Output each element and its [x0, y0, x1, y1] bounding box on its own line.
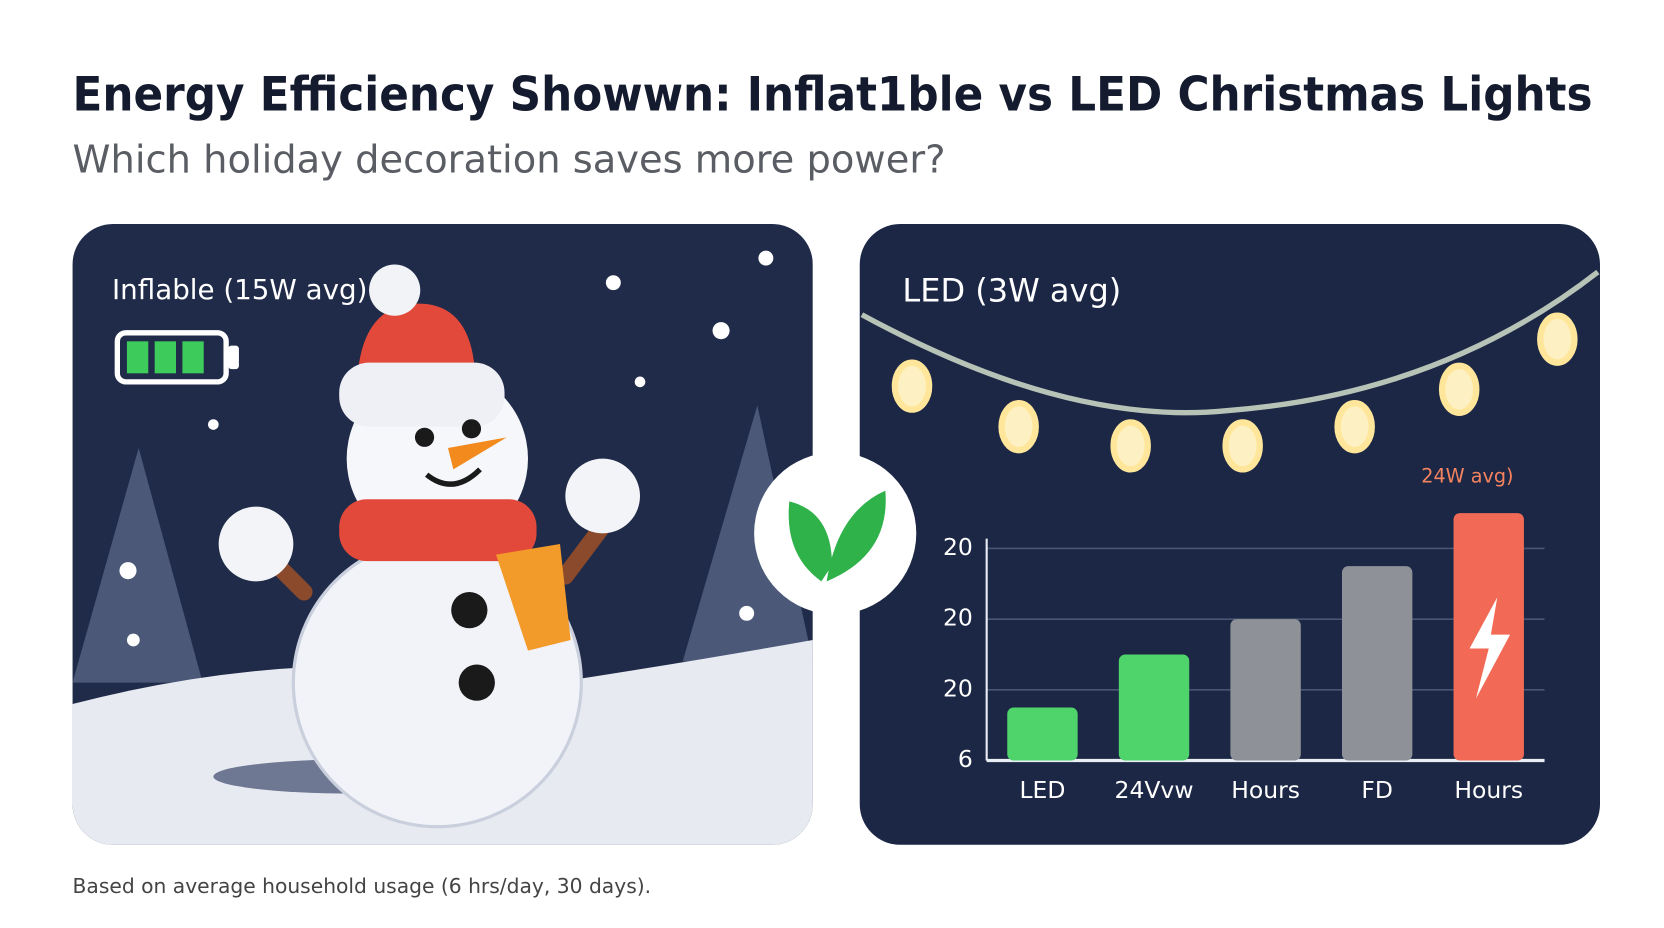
battery — [114, 330, 229, 385]
battery-tip — [228, 345, 239, 370]
y-tick-label: 6 — [958, 745, 973, 773]
panel-label: LED (3W avg) — [902, 271, 1121, 309]
y-tick-label: 20 — [943, 604, 973, 632]
smile — [425, 467, 482, 487]
hat — [357, 303, 475, 379]
x-tick-label: Hours — [1454, 776, 1523, 804]
x-tick-label: 24Vvw — [1115, 776, 1194, 804]
scarf — [339, 499, 537, 562]
bar — [1230, 619, 1301, 761]
leaf-badge — [754, 452, 917, 615]
bulbs — [891, 312, 1578, 473]
bar-chart: 6 20 20 20 LED 24Vvw Hours FD Hours 24W avg) — [943, 464, 1545, 804]
button — [451, 592, 488, 629]
light-string — [860, 269, 1600, 416]
lightning-icon — [1469, 597, 1511, 699]
y-tick-label: 20 — [943, 674, 973, 702]
x-tick-label: FD — [1361, 776, 1393, 804]
mitten — [565, 458, 640, 534]
inflatable-panel: Inflable (15W avg) — [72, 224, 813, 845]
x-tick-label: Hours — [1231, 776, 1300, 804]
panel-label: Inflable (15W avg) — [112, 273, 367, 306]
bar — [1007, 707, 1078, 761]
button — [458, 664, 495, 701]
y-tick-label: 20 — [943, 533, 973, 561]
x-tick-label: LED — [1019, 776, 1065, 804]
scarf-end — [496, 544, 571, 651]
bar — [1118, 654, 1190, 761]
leaf-icon — [788, 490, 886, 582]
snow-scene — [72, 224, 813, 845]
subtitle: Which holiday decoration saves more powe… — [73, 138, 946, 183]
eye — [461, 419, 482, 439]
battery-cell — [182, 341, 204, 374]
footnote: Based on average household usage (6 hrs/… — [73, 874, 652, 898]
battery-cell — [154, 341, 176, 374]
title: Energy Efficiency Showwn: Inflat1ble vs … — [73, 68, 1593, 123]
nose — [448, 437, 507, 470]
bar — [1341, 566, 1413, 761]
eye — [414, 427, 435, 447]
pompom — [369, 264, 421, 316]
mitten — [218, 506, 294, 582]
annotation: 24W avg) — [1421, 464, 1513, 487]
snowflakes — [119, 250, 774, 647]
battery-cell — [126, 341, 149, 374]
hat-brim — [339, 362, 505, 427]
